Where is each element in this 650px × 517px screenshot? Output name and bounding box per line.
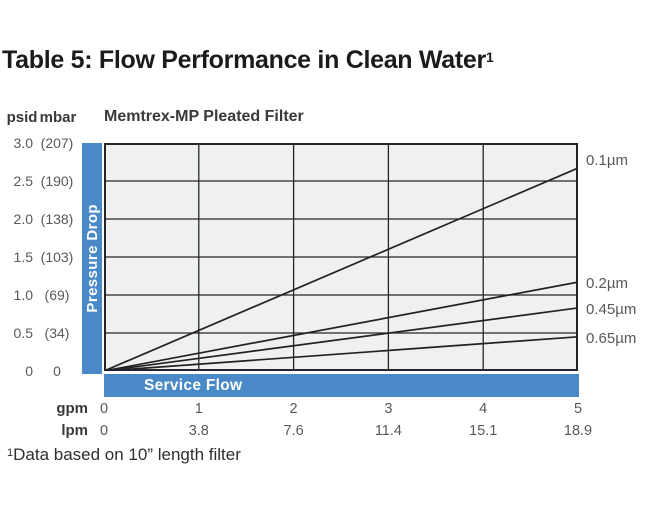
y-tick-psid: 0.5 — [13, 325, 33, 341]
x-tick-gpm: 4 — [479, 401, 488, 417]
series-line — [104, 335, 578, 371]
x-tick-lpm: 15.1 — [469, 423, 498, 439]
x-tick-gpm: 5 — [573, 401, 583, 417]
series-label: 0.2µm — [586, 275, 628, 293]
y-tick-psid: 0 — [25, 363, 33, 379]
x-tick-lpm: 11.4 — [374, 423, 402, 439]
y-tick-mbar: (69) — [44, 287, 70, 303]
pressure-drop-label: Pressure Drop — [83, 204, 101, 313]
y-tick-psid: 1.0 — [13, 287, 33, 303]
y-tick-psid: 3.0 — [13, 135, 33, 151]
plot-svg — [104, 143, 578, 371]
series-line — [104, 167, 578, 371]
plot-border — [104, 143, 578, 371]
service-flow-bar: Service Flow — [104, 374, 579, 397]
service-flow-label: Service Flow — [144, 377, 243, 394]
x-tick-gpm: 2 — [289, 401, 298, 417]
chart-subtitle: Memtrex-MP Pleated Filter — [104, 108, 304, 125]
plot-area — [104, 143, 578, 371]
y-tick-psid: 1.5 — [13, 249, 33, 265]
x-tick-lpm: 7.6 — [283, 423, 304, 439]
pressure-drop-bar: Pressure Drop — [82, 143, 102, 374]
y-tick-mbar: 0 — [53, 363, 61, 379]
y-tick-mbar: (138) — [40, 211, 74, 227]
page-title-superscript: 1 — [485, 49, 494, 65]
y-tick-mbar: (207) — [40, 135, 74, 151]
x-axis-lpm-label: lpm — [61, 422, 88, 439]
series-line — [104, 307, 578, 371]
x-tick-gpm: 0 — [99, 401, 109, 417]
page-title: Table 5: Flow Performance in Clean Water… — [2, 46, 494, 75]
footnote-text: Data based on 10” length filter — [13, 445, 241, 464]
x-tick-gpm: 3 — [384, 401, 393, 417]
series-line — [104, 281, 578, 371]
y-tick-psid: 2.0 — [13, 211, 33, 227]
x-axis-gpm-label: gpm — [56, 400, 88, 417]
y-tick-mbar: (103) — [40, 249, 74, 265]
page-title-text: Table 5: Flow Performance in Clean Water — [2, 46, 486, 74]
x-tick-gpm: 1 — [194, 401, 203, 417]
footnote: 1Data based on 10” length filter — [7, 445, 241, 465]
y-tick-mbar: (190) — [40, 173, 74, 189]
series-label: 0.45µm — [586, 300, 637, 318]
x-tick-lpm: 18.9 — [563, 423, 593, 439]
y-tick-psid: 2.5 — [13, 173, 33, 189]
x-tick-lpm: 3.8 — [188, 423, 209, 439]
series-label: 0.1µm — [586, 152, 628, 170]
y-unit-mbar-label: mbar — [39, 109, 77, 126]
footnote-superscript: 1 — [7, 447, 14, 459]
series-label: 0.65µm — [586, 329, 637, 347]
y-tick-mbar: (34) — [44, 325, 70, 341]
x-tick-lpm: 0 — [99, 423, 109, 439]
y-unit-psid-label: psid — [6, 109, 38, 126]
